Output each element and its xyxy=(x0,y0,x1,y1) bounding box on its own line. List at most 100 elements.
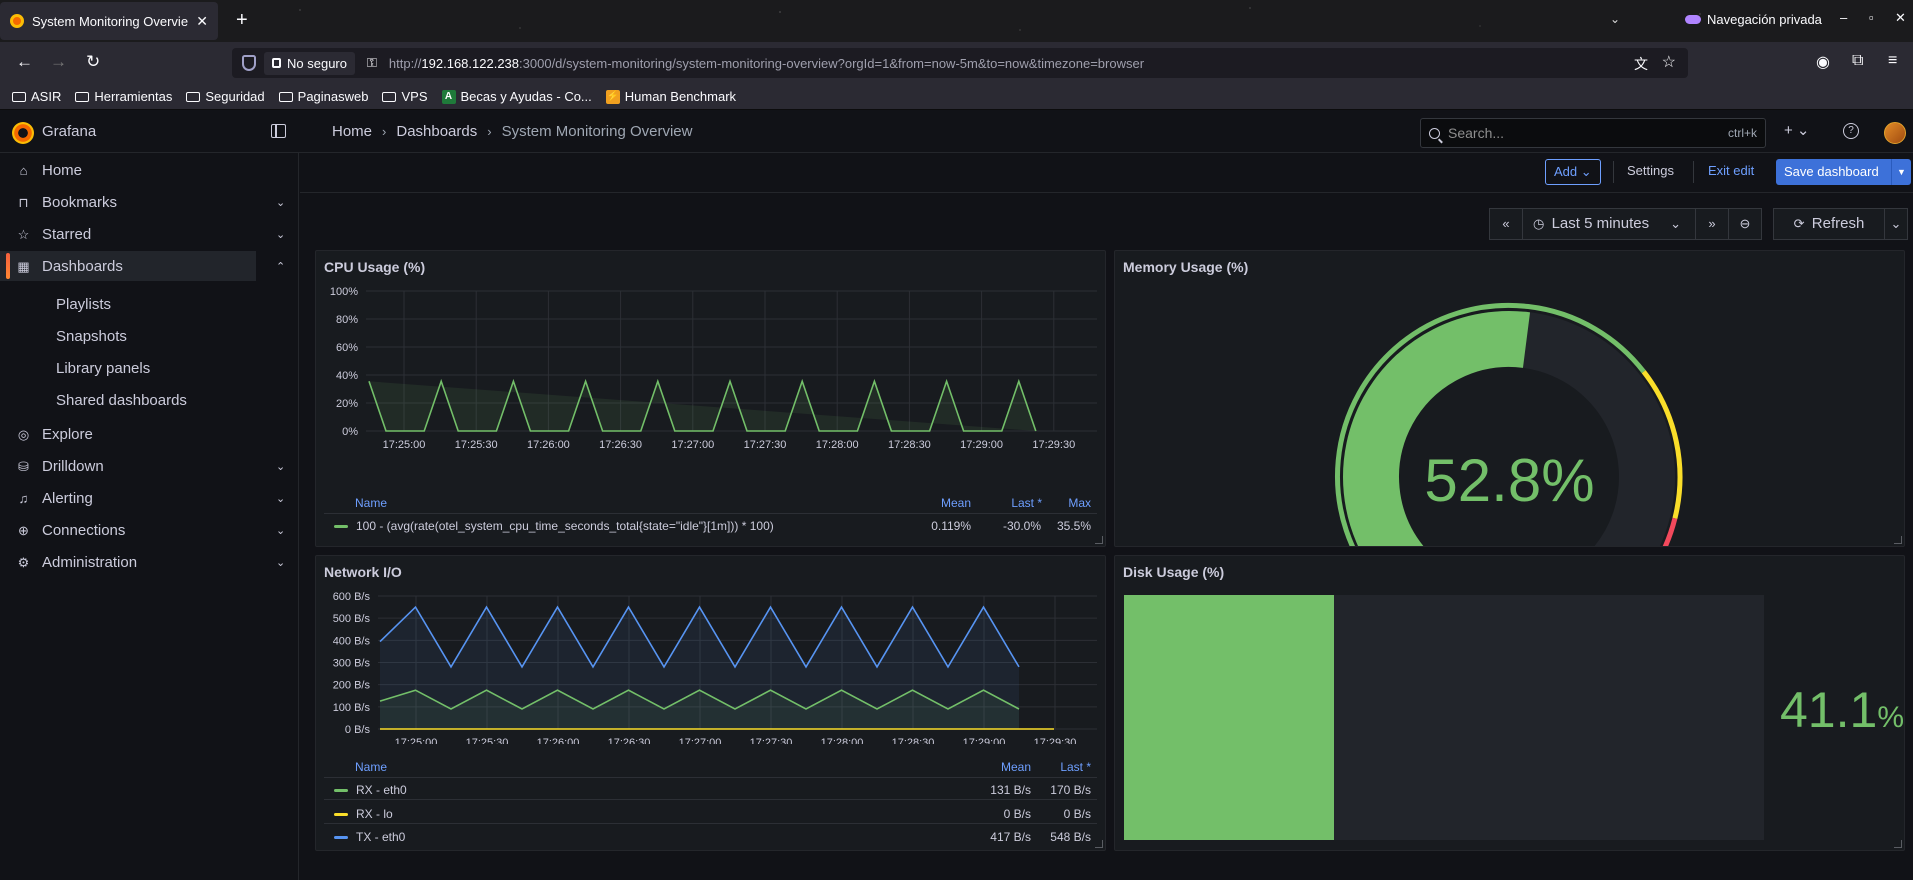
address-bar[interactable]: No seguro ⚿ http://192.168.122.238:3000/… xyxy=(232,48,1688,78)
time-shift-forward-icon[interactable]: » xyxy=(1695,208,1729,240)
bookmark-star-icon[interactable]: ☆ xyxy=(1661,54,1676,71)
private-browsing-indicator: Navegación privada xyxy=(1685,12,1822,27)
tabs-list-chevron-icon[interactable]: ⌄ xyxy=(1610,12,1621,26)
y-tick-label: 100 B/s xyxy=(333,702,371,714)
sidebar-item-starred[interactable]: ☆ Starred ⌄ xyxy=(0,219,299,249)
resize-handle[interactable] xyxy=(1095,536,1103,544)
tab-close-icon[interactable]: ✕ xyxy=(196,12,208,29)
folder-icon xyxy=(382,91,397,102)
time-shift-back-icon[interactable]: « xyxy=(1489,208,1523,240)
new-plus-icon[interactable]: + ⌄ xyxy=(1784,122,1810,139)
panel-memory-usage[interactable]: Memory Usage (%) 52.8% xyxy=(1114,250,1905,547)
panel-cpu-usage[interactable]: CPU Usage (%) 0% 20% 40% 60% 80% 100% 17:25:00… xyxy=(315,250,1106,547)
breadcrumb-home[interactable]: Home xyxy=(332,123,373,140)
legend-row[interactable]: TX - eth0 xyxy=(334,830,405,844)
legend-row[interactable]: RX - eth0 xyxy=(334,783,407,797)
site-security-badge[interactable]: No seguro xyxy=(264,51,355,75)
bookmark-becas[interactable]: A Becas y Ayudas - Co... xyxy=(441,89,592,104)
series-swatch xyxy=(334,813,348,817)
avatar[interactable] xyxy=(1884,122,1906,144)
chevron-down-icon[interactable]: ⌄ xyxy=(276,556,286,569)
legend-divider xyxy=(324,799,1097,800)
sidebar-item-drilldown[interactable]: ⛁ Drilldown ⌄ xyxy=(0,451,299,481)
sidebar-item-snapshots[interactable]: Snapshots xyxy=(56,328,127,345)
panel-disk-usage[interactable]: Disk Usage (%) 41.1% xyxy=(1114,555,1905,851)
key-icon[interactable]: ⚿ xyxy=(366,55,377,70)
time-range-picker[interactable]: ◷ Last 5 minutes ⌄ xyxy=(1522,208,1696,240)
search-input[interactable] xyxy=(1448,125,1728,141)
legend-header-last[interactable]: Last * xyxy=(1011,496,1042,510)
settings-button[interactable]: Settings xyxy=(1627,163,1674,178)
legend-last-value: 548 B/s xyxy=(1050,830,1091,844)
legend-header-max[interactable]: Max xyxy=(1068,496,1091,510)
chevron-down-icon[interactable]: ⌄ xyxy=(276,524,286,537)
translate-icon[interactable]: 文 xyxy=(1634,56,1648,72)
sidebar-item-label: Alerting xyxy=(42,489,93,507)
y-tick-label: 0 B/s xyxy=(345,724,371,736)
legend-row[interactable]: RX - lo xyxy=(334,807,393,821)
sidebar-item-connections[interactable]: ⊕ Connections ⌄ xyxy=(0,515,299,545)
x-tick-label: 17:29:30 xyxy=(1032,439,1075,451)
chevron-down-icon[interactable]: ⌄ xyxy=(276,492,286,505)
sidebar-item-administration[interactable]: ⚙ Administration ⌄ xyxy=(0,547,299,577)
account-icon[interactable]: ◉ xyxy=(1816,54,1830,71)
grafana-logo-icon[interactable] xyxy=(12,122,34,144)
legend-header-last[interactable]: Last * xyxy=(1060,760,1091,774)
resize-handle[interactable] xyxy=(1095,840,1103,848)
legend-row[interactable]: 100 - (avg(rate(otel_system_cpu_time_sec… xyxy=(334,519,774,533)
legend-header-mean[interactable]: Mean xyxy=(940,496,971,510)
zoom-out-icon[interactable]: ⊖ xyxy=(1728,208,1762,240)
maximize-icon[interactable]: ▫ xyxy=(1869,10,1874,25)
add-button[interactable]: Add ⌄ xyxy=(1545,159,1601,185)
sidebar-item-home[interactable]: ⌂ Home xyxy=(0,155,299,185)
extensions-icon[interactable]: ⧉ xyxy=(1852,52,1864,69)
minimize-icon[interactable]: – xyxy=(1840,10,1848,25)
save-dashboard-button[interactable]: Save dashboard ▼ xyxy=(1776,159,1911,185)
chevron-down-icon[interactable]: ▼ xyxy=(1891,159,1911,185)
insecure-lock-icon xyxy=(272,58,281,68)
sidebar-item-label: Administration xyxy=(42,553,138,571)
refresh-button[interactable]: ⟳ Refresh xyxy=(1773,208,1885,240)
chevron-down-icon[interactable]: ⌄ xyxy=(276,196,286,209)
sidebar-item-label: Explore xyxy=(42,425,93,443)
sidebar-item-alerting[interactable]: ♫ Alerting ⌄ xyxy=(0,483,299,513)
divider xyxy=(1693,161,1694,183)
bookmarks-bar: ASIR Herramientas Seguridad Paginasweb V… xyxy=(0,84,1913,110)
sidebar-item-playlists[interactable]: Playlists xyxy=(56,296,112,313)
sidebar-item-shared-dashboards[interactable]: Shared dashboards xyxy=(56,392,187,409)
forward-arrow-icon[interactable]: → xyxy=(50,52,67,71)
bookmark-human-benchmark[interactable]: ⚡ Human Benchmark xyxy=(605,89,736,104)
menu-icon[interactable]: ≡ xyxy=(1888,52,1898,69)
panel-network-io[interactable]: Network I/O 0 B/s 100 B/s 200 B/s 300 B/s 40… xyxy=(315,555,1106,851)
back-arrow-icon[interactable]: ← xyxy=(16,52,33,71)
sidebar-item-explore[interactable]: ◎ Explore xyxy=(0,419,299,449)
close-window-icon[interactable]: ✕ xyxy=(1895,10,1906,25)
browser-tab-active[interactable]: System Monitoring Overview ✕ xyxy=(0,2,218,40)
resize-handle[interactable] xyxy=(1894,840,1902,848)
sidebar-item-dashboards[interactable]: ▦ Dashboards ⌃ xyxy=(0,251,285,281)
search-box[interactable]: ctrl+k xyxy=(1420,118,1766,148)
refresh-interval-chevron-icon[interactable]: ⌄ xyxy=(1884,208,1908,240)
sidebar-item-bookmarks[interactable]: ⊓ Bookmarks ⌄ xyxy=(0,187,299,217)
bookmark-asir[interactable]: ASIR xyxy=(12,89,61,104)
chevron-down-icon[interactable]: ⌄ xyxy=(276,228,286,241)
url-text[interactable]: http://192.168.122.238:3000/d/system-mon… xyxy=(389,56,1144,71)
exit-edit-button[interactable]: Exit edit xyxy=(1708,163,1755,178)
sidebar-item-library-panels[interactable]: Library panels xyxy=(56,360,151,377)
reload-icon[interactable]: ↻ xyxy=(86,52,101,71)
chevron-up-icon[interactable]: ⌃ xyxy=(276,260,286,273)
new-tab-icon[interactable]: + xyxy=(236,9,248,31)
series-line xyxy=(379,605,1020,669)
bookmark-paginasweb[interactable]: Paginasweb xyxy=(278,89,368,104)
dock-menu-icon[interactable] xyxy=(271,124,286,138)
bookmark-seguridad[interactable]: Seguridad xyxy=(186,89,265,104)
tracking-shield-icon[interactable] xyxy=(242,55,256,71)
breadcrumb-dashboards[interactable]: Dashboards xyxy=(396,123,478,140)
resize-handle[interactable] xyxy=(1894,536,1902,544)
chevron-down-icon[interactable]: ⌄ xyxy=(276,460,286,473)
legend-header-mean[interactable]: Mean xyxy=(1000,760,1031,774)
bookmark-herramientas[interactable]: Herramientas xyxy=(75,89,172,104)
bookmark-vps[interactable]: VPS xyxy=(382,89,428,104)
grafana-brand[interactable]: Grafana xyxy=(42,123,97,140)
help-icon[interactable]: ? xyxy=(1843,123,1859,139)
